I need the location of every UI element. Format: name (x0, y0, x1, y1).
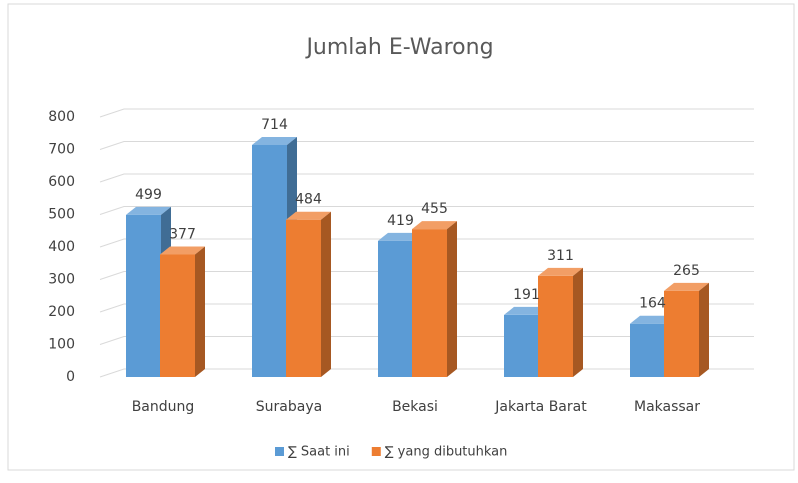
legend-swatch (275, 447, 284, 456)
bar-side (699, 282, 709, 377)
x-tick-label: Jakarta Barat (494, 399, 587, 415)
bar-top (286, 211, 331, 220)
y-tick-label: 500 (48, 207, 75, 223)
bar-top (538, 267, 583, 276)
y-tick-label: 400 (48, 239, 75, 255)
x-tick-label: Bekasi (392, 399, 438, 415)
bar-side (195, 246, 205, 377)
bar-top (126, 206, 171, 215)
legend-swatch (371, 447, 381, 456)
y-tick-label: 0 (66, 369, 75, 385)
bar (504, 306, 549, 377)
data-label: 377 (169, 226, 196, 242)
bar-top (412, 221, 457, 230)
bar-front (126, 214, 161, 377)
bar (286, 211, 331, 377)
data-label: 499 (135, 187, 162, 203)
grid-line (99, 173, 754, 183)
data-label: 265 (673, 263, 700, 279)
bar-side (321, 211, 331, 377)
y-tick-label: 700 (48, 142, 75, 158)
bar (160, 246, 205, 377)
bar (664, 282, 709, 377)
bar-front (412, 229, 447, 377)
y-tick-label: 600 (48, 174, 75, 190)
legend-label: ∑ yang dibutuhkan (385, 445, 508, 460)
grid-line (99, 141, 754, 150)
data-label: 419 (387, 213, 414, 229)
bar-front (504, 314, 539, 377)
x-tick-label: Bandung (132, 399, 195, 415)
bar-top (504, 306, 549, 315)
grid-line (99, 206, 754, 215)
bar-front (378, 240, 413, 377)
bar-top (378, 232, 423, 241)
bar-front (252, 144, 287, 377)
data-label: 455 (421, 201, 448, 217)
bar-front (664, 290, 699, 377)
bar-top (160, 246, 205, 255)
bar-side (573, 267, 583, 377)
bar-top (664, 282, 709, 291)
legend-label: ∑ Saat ini (288, 445, 350, 460)
grid-line (99, 108, 754, 118)
bar (412, 221, 457, 377)
bar-front (286, 219, 321, 377)
x-tick-label: Makassar (634, 399, 700, 415)
bar-front (538, 275, 573, 377)
bar-side (447, 221, 457, 377)
chart-title: Jumlah E-Warong (304, 35, 493, 60)
bar-front (160, 254, 195, 377)
bar-top (252, 136, 297, 145)
bar-top (630, 315, 675, 324)
x-tick-label: Surabaya (256, 399, 322, 415)
data-label: 714 (261, 117, 288, 133)
bar (538, 267, 583, 377)
data-label: 191 (513, 287, 540, 303)
bar-front (630, 323, 665, 377)
data-label: 164 (639, 296, 666, 312)
y-tick-label: 800 (48, 109, 75, 125)
y-tick-label: 300 (48, 272, 75, 288)
y-tick-label: 100 (48, 337, 75, 353)
data-label: 311 (547, 248, 574, 264)
grid-line (99, 238, 754, 248)
data-label: 484 (295, 192, 322, 208)
y-tick-label: 200 (48, 304, 75, 320)
